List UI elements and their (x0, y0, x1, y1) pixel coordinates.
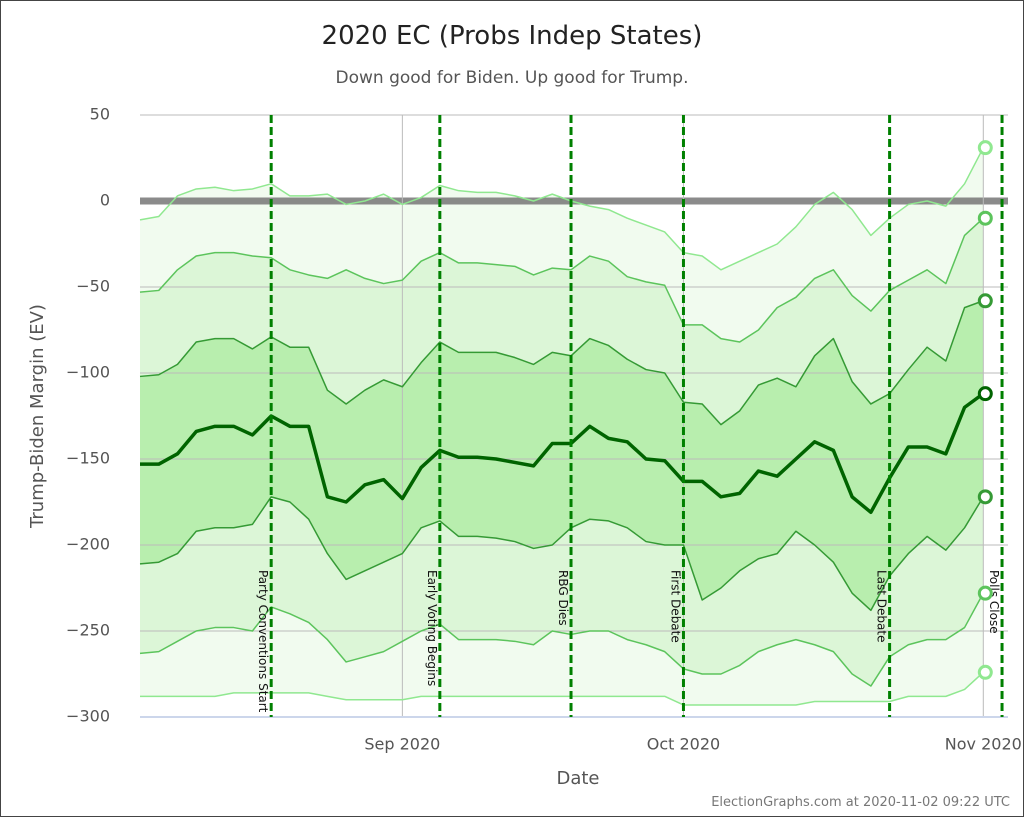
event-label: RBG Dies (556, 570, 570, 626)
y-tick-label: −200 (66, 535, 110, 554)
series-line (139, 217, 984, 343)
series-line (140, 392, 985, 515)
chart-subtitle: Down good for Biden. Up good for Trump. (336, 68, 689, 88)
last-point (977, 140, 993, 156)
event-label: Last Debate (875, 570, 889, 643)
credit: ElectionGraphs.com at 2020-11-02 09:22 U… (711, 795, 1010, 810)
last-point (977, 386, 993, 402)
last-point (977, 489, 993, 505)
event-label: Polls Close (987, 570, 1001, 634)
event-label: First Debate (668, 570, 682, 643)
last-point (977, 664, 993, 680)
event-label: Party Conventions Start (256, 570, 270, 713)
y-axis-label: Trump-Biden Margin (EV) (27, 304, 48, 529)
y-tick-label: −50 (76, 277, 110, 296)
y-tick-label: −100 (66, 363, 110, 382)
plot-area: Party Conventions Start Early Voting Begi… (139, 114, 1008, 718)
series-line (139, 592, 984, 687)
y-tick-label: 0 (100, 191, 110, 210)
x-axis-label: Date (556, 768, 599, 789)
chart-title: 2020 EC (Probs Indep States) (322, 21, 703, 51)
event-label: Early Voting Begins (425, 570, 439, 686)
band (140, 300, 984, 611)
y-tick-label: −300 (66, 707, 110, 726)
y-tick-label: −250 (66, 621, 110, 640)
last-point (977, 293, 993, 309)
y-tick-label: −150 (66, 449, 110, 468)
x-tick-label: Oct 2020 (647, 735, 720, 754)
last-point (977, 585, 993, 601)
y-tick-label: 50 (90, 105, 110, 124)
x-tick-label: Nov 2020 (945, 735, 1022, 754)
series-line (140, 671, 984, 706)
series-line (139, 300, 984, 426)
series-line (139, 147, 984, 271)
series-line (139, 496, 984, 612)
x-tick-label: Sep 2020 (364, 735, 440, 754)
last-point (977, 210, 993, 226)
